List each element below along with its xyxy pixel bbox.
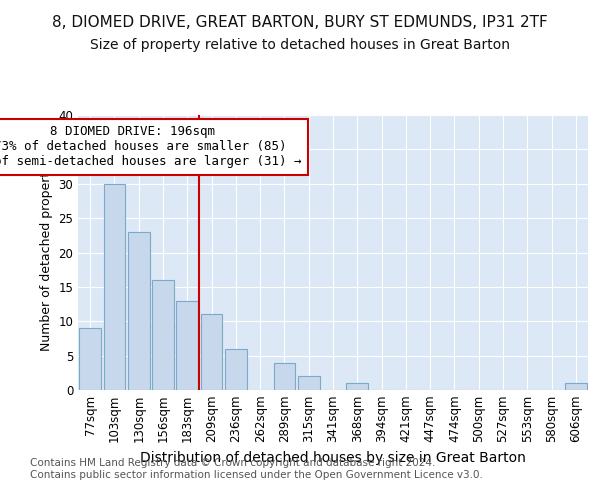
Y-axis label: Number of detached properties: Number of detached properties bbox=[40, 154, 53, 351]
Text: Size of property relative to detached houses in Great Barton: Size of property relative to detached ho… bbox=[90, 38, 510, 52]
Bar bbox=[152, 280, 174, 390]
Bar bbox=[79, 328, 101, 390]
Bar bbox=[225, 349, 247, 390]
X-axis label: Distribution of detached houses by size in Great Barton: Distribution of detached houses by size … bbox=[140, 451, 526, 465]
Bar bbox=[565, 383, 587, 390]
Text: 8, DIOMED DRIVE, GREAT BARTON, BURY ST EDMUNDS, IP31 2TF: 8, DIOMED DRIVE, GREAT BARTON, BURY ST E… bbox=[52, 15, 548, 30]
Bar bbox=[298, 376, 320, 390]
Text: Contains HM Land Registry data © Crown copyright and database right 2024.
Contai: Contains HM Land Registry data © Crown c… bbox=[30, 458, 483, 480]
Bar bbox=[346, 383, 368, 390]
Bar bbox=[176, 300, 198, 390]
Bar bbox=[200, 314, 223, 390]
Text: 8 DIOMED DRIVE: 196sqm
← 73% of detached houses are smaller (85)
27% of semi-det: 8 DIOMED DRIVE: 196sqm ← 73% of detached… bbox=[0, 126, 301, 168]
Bar bbox=[104, 184, 125, 390]
Bar bbox=[128, 232, 149, 390]
Bar bbox=[274, 362, 295, 390]
